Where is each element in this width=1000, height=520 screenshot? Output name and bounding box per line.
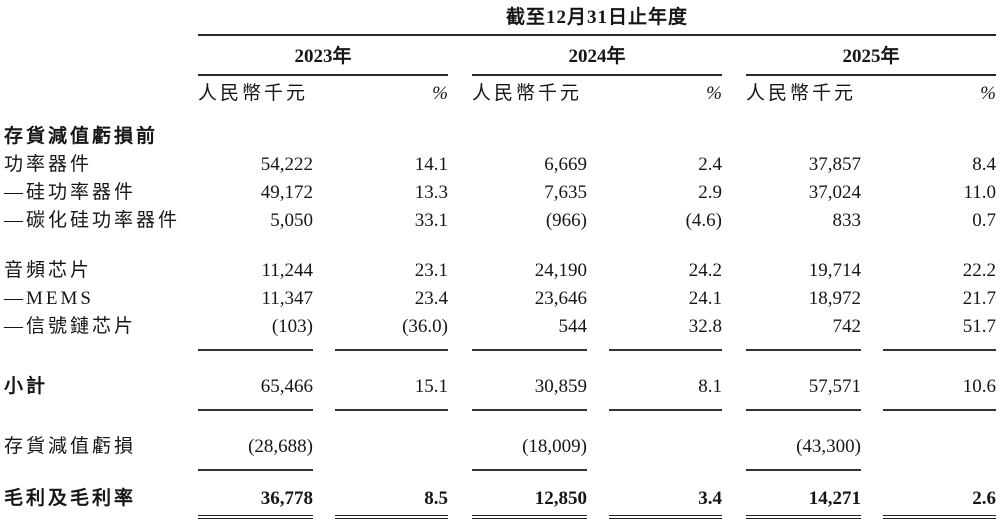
unit-header-2024: 人民幣千元 bbox=[472, 83, 583, 104]
cell-percent: 32.8 bbox=[609, 313, 722, 351]
label-column-spacer bbox=[4, 80, 198, 108]
table-row-subtotal: 小計 65,466 15.1 30,859 8.1 57,571 10.6 bbox=[4, 373, 1000, 411]
cell-percent: 51.7 bbox=[883, 313, 996, 351]
cell-amount: 7,635 bbox=[544, 182, 587, 203]
row-label: —碳化硅功率器件 bbox=[4, 210, 181, 231]
row-label: 小計 bbox=[4, 376, 49, 397]
table-row-inventory-impairment-loss: 存貨減值虧損 (28,688) (18,009) (43,300) bbox=[4, 433, 1000, 471]
table-header-period: 截至12月31日止年度 bbox=[4, 6, 1000, 36]
cell-amount: 24,190 bbox=[534, 260, 587, 281]
cell-percent: 23.4 bbox=[414, 288, 448, 309]
percent-header-2023: % bbox=[432, 83, 448, 104]
table-row-gross-profit-and-margin: 毛利及毛利率 36,778 8.5 12,850 3.4 14,271 2.6 bbox=[4, 485, 1000, 519]
cell-percent: 15.1 bbox=[335, 373, 448, 411]
cell-percent: (4.6) bbox=[685, 210, 722, 231]
cell-percent: 13.3 bbox=[414, 182, 448, 203]
cell-amount bbox=[198, 123, 313, 151]
cell-percent: 24.1 bbox=[688, 288, 722, 309]
row-label: —硅功率器件 bbox=[4, 182, 137, 203]
cell-amount bbox=[472, 123, 587, 151]
cell-amount: 65,466 bbox=[198, 373, 313, 411]
table-row-sic-power-devices: —碳化硅功率器件 5,050 33.1 (966) (4.6) 833 0.7 bbox=[4, 207, 1000, 235]
cell-percent bbox=[609, 123, 722, 151]
row-label: 音頻芯片 bbox=[4, 260, 93, 281]
table-row-signal-chain-chips: —信號鏈芯片 (103) (36.0) 544 32.8 742 51.7 bbox=[4, 313, 1000, 351]
label-column-spacer bbox=[4, 43, 198, 71]
cell-percent: 2.6 bbox=[883, 485, 996, 519]
cell-percent: 11.0 bbox=[963, 182, 996, 203]
cell-percent: 8.5 bbox=[335, 485, 448, 519]
cell-amount: 30,859 bbox=[472, 373, 587, 411]
cell-amount: 14,271 bbox=[746, 485, 861, 519]
cell-percent bbox=[883, 433, 996, 469]
table-body: 存貨減值虧損前 功率器件 54,222 14.1 6,669 2.4 37,857 8.4 —硅… bbox=[4, 123, 1000, 519]
year-label-2023: 2023年 bbox=[198, 43, 448, 76]
cell-percent: 23.1 bbox=[414, 260, 448, 281]
percent-header-2024: % bbox=[706, 83, 722, 104]
row-label: —信號鏈芯片 bbox=[4, 316, 137, 337]
table-row-audio-chips: 音頻芯片 11,244 23.1 24,190 24.2 19,714 22.2 bbox=[4, 257, 1000, 285]
cell-percent: 10.6 bbox=[883, 373, 996, 411]
cell-percent: (36.0) bbox=[335, 313, 448, 351]
cell-percent: 2.4 bbox=[698, 154, 722, 175]
table-header-years: 2023年 2024年 2025年 bbox=[4, 43, 1000, 76]
row-label: 存貨減值虧損 bbox=[4, 436, 137, 457]
cell-amount: 36,778 bbox=[198, 485, 313, 519]
cell-percent: 8.1 bbox=[609, 373, 722, 411]
cell-percent: 2.9 bbox=[698, 182, 722, 203]
cell-percent bbox=[335, 123, 448, 151]
row-label: —MEMS bbox=[4, 288, 94, 309]
cell-percent: 33.1 bbox=[414, 210, 448, 231]
cell-amount: 6,669 bbox=[544, 154, 587, 175]
cell-amount: 11,244 bbox=[261, 260, 313, 281]
table-row-silicon-power-devices: —硅功率器件 49,172 13.3 7,635 2.9 37,024 11.0 bbox=[4, 179, 1000, 207]
unit-header-2025: 人民幣千元 bbox=[746, 83, 857, 104]
cell-percent: 3.4 bbox=[609, 485, 722, 519]
cell-amount bbox=[746, 123, 861, 151]
cell-percent bbox=[883, 123, 996, 151]
cell-amount: 12,850 bbox=[472, 485, 587, 519]
cell-percent: 8.4 bbox=[972, 154, 996, 175]
table-row-mems: —MEMS 11,347 23.4 23,646 24.1 18,972 21.7 bbox=[4, 285, 1000, 313]
cell-percent bbox=[609, 433, 722, 469]
table-row-power-devices: 功率器件 54,222 14.1 6,669 2.4 37,857 8.4 bbox=[4, 151, 1000, 179]
cell-amount: (966) bbox=[545, 210, 587, 231]
cell-amount: 833 bbox=[832, 210, 862, 231]
cell-amount: 37,024 bbox=[808, 182, 861, 203]
cell-amount: 11,347 bbox=[261, 288, 313, 309]
year-label-2024: 2024年 bbox=[472, 43, 722, 76]
cell-amount: (43,300) bbox=[746, 433, 861, 471]
cell-amount: 57,571 bbox=[746, 373, 861, 411]
cell-percent bbox=[335, 433, 448, 469]
cell-amount: 5,050 bbox=[270, 210, 313, 231]
cell-percent: 0.7 bbox=[972, 210, 996, 231]
cell-amount: 544 bbox=[472, 313, 587, 351]
cell-amount: 54,222 bbox=[260, 154, 313, 175]
cell-amount: 37,857 bbox=[808, 154, 861, 175]
table-header-columns: 人民幣千元 % 人民幣千元 % 人民幣千元 % bbox=[4, 80, 1000, 108]
cell-percent: 24.2 bbox=[688, 260, 722, 281]
cell-amount: (103) bbox=[198, 313, 313, 351]
percent-header-2025: % bbox=[980, 83, 996, 104]
cell-amount: 742 bbox=[746, 313, 861, 351]
cell-amount: 18,972 bbox=[808, 288, 861, 309]
cell-amount: (28,688) bbox=[198, 433, 313, 471]
year-label-2025: 2025年 bbox=[746, 43, 996, 76]
cell-amount: (18,009) bbox=[472, 433, 587, 471]
cell-amount: 49,172 bbox=[260, 182, 313, 203]
cell-percent: 21.7 bbox=[962, 288, 996, 309]
table-row-before-inventory-impairment-section: 存貨減值虧損前 bbox=[4, 123, 1000, 151]
unit-header-2023: 人民幣千元 bbox=[198, 83, 309, 104]
cell-percent: 14.1 bbox=[414, 154, 448, 175]
cell-percent: 22.2 bbox=[962, 260, 996, 281]
cell-amount: 23,646 bbox=[534, 288, 587, 309]
cell-amount: 19,714 bbox=[808, 260, 861, 281]
row-label: 存貨減值虧損前 bbox=[4, 126, 159, 147]
period-title: 截至12月31日止年度 bbox=[198, 6, 996, 36]
row-label: 功率器件 bbox=[4, 154, 93, 175]
row-label: 毛利及毛利率 bbox=[4, 488, 137, 509]
